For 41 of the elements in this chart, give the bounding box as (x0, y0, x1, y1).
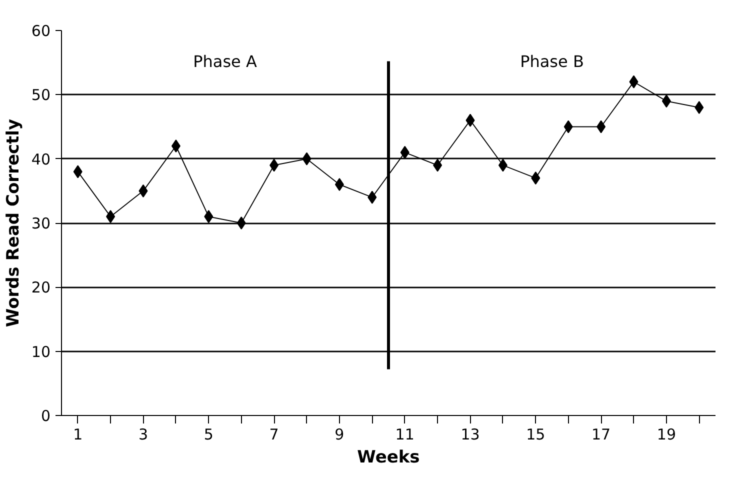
x-tick-label: 9 (334, 426, 344, 444)
point (564, 120, 573, 134)
point (498, 158, 508, 172)
point (171, 140, 180, 152)
y-tick-label: 30 (31, 214, 51, 232)
x-tick-label: 13 (460, 426, 480, 444)
annotation: Phase B (520, 52, 584, 71)
point (302, 152, 312, 166)
x-tick-label: 3 (138, 426, 148, 444)
y-tick-label: 10 (31, 342, 51, 361)
point (204, 210, 214, 224)
point (106, 210, 116, 224)
point (270, 158, 279, 172)
point (662, 94, 671, 108)
y-tick-label: 50 (31, 86, 51, 104)
x-axis-title: Weeks (357, 448, 420, 468)
y-tick-label: 60 (31, 22, 51, 40)
x-tick-label: 15 (526, 426, 546, 444)
point (236, 216, 246, 230)
point (596, 120, 606, 134)
y-tick-label: 40 (31, 150, 51, 168)
point (73, 165, 82, 178)
x-tick-label: 5 (204, 426, 214, 444)
x-tick-label: 11 (395, 426, 414, 444)
point (433, 158, 442, 172)
x-tick-label: 7 (269, 426, 279, 444)
point (138, 184, 148, 198)
point (466, 114, 475, 127)
point (694, 101, 704, 114)
x-tick-label: 19 (656, 426, 676, 444)
x-tick-label: 17 (592, 426, 611, 444)
point (400, 146, 410, 159)
x-tick-label: 1 (73, 426, 83, 444)
y-tick-label: 20 (31, 278, 51, 297)
y-tick-label: 0 (40, 407, 51, 425)
point (368, 190, 377, 204)
annotation: Phase A (193, 52, 257, 71)
point (629, 75, 638, 88)
point (531, 172, 540, 185)
y-axis-title: Words Read Correctly (3, 118, 24, 328)
point (334, 178, 344, 191)
